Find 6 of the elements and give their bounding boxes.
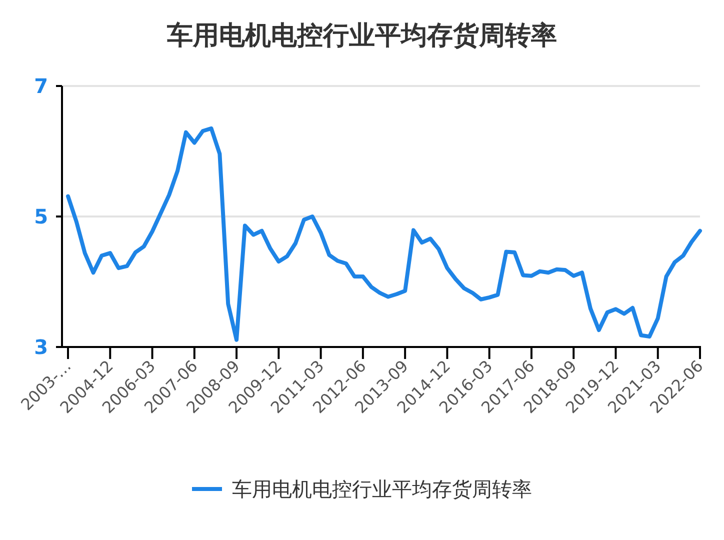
- y-tick-label: 7: [34, 74, 48, 98]
- y-tick-label: 5: [34, 204, 48, 228]
- y-tick-label: 3: [34, 335, 48, 359]
- chart-title: 车用电机电控行业平均存货周转率: [166, 21, 557, 51]
- line-series: [66, 126, 702, 342]
- legend-label: 车用电机电控行业平均存货周转率: [232, 477, 532, 501]
